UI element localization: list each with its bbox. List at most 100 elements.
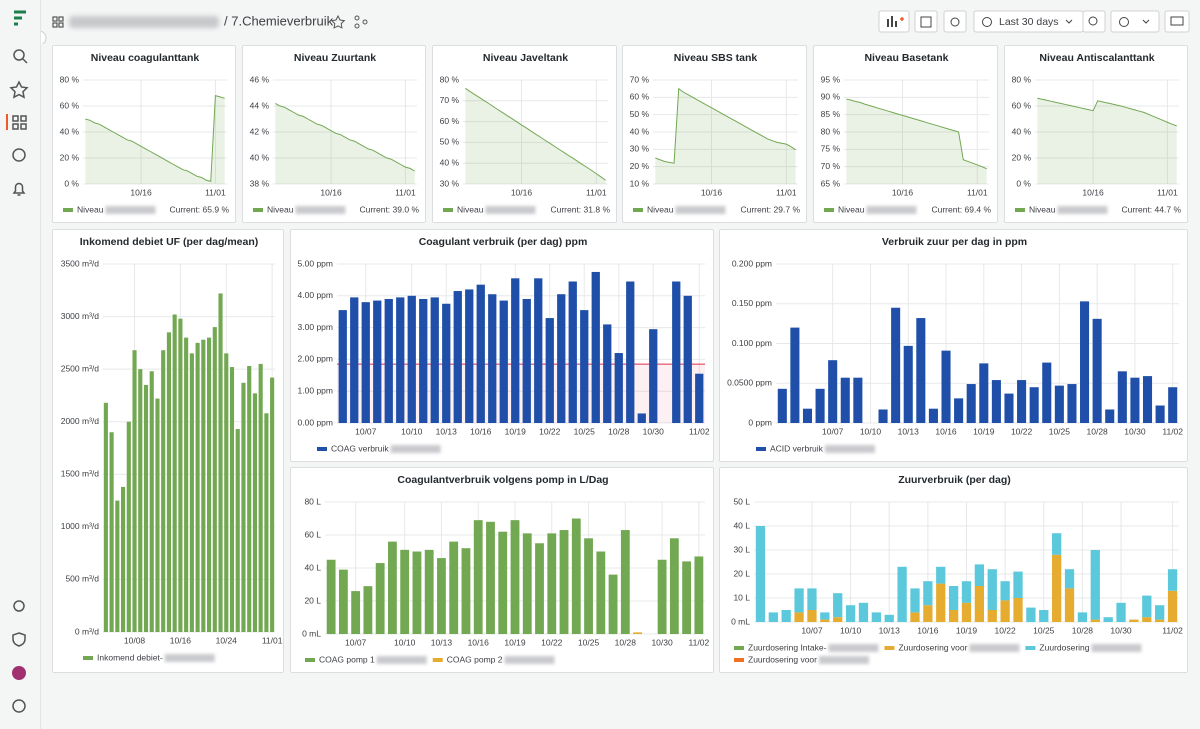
- bar: [326, 559, 336, 634]
- panel-title: Niveau SBS tank: [674, 52, 758, 64]
- bar: [178, 318, 183, 632]
- y-tick-label: 60 %: [630, 92, 650, 102]
- dashboards-icon[interactable]: [12, 115, 19, 122]
- settings-icon[interactable]: [13, 600, 25, 612]
- area: [846, 99, 987, 184]
- bar: [603, 324, 612, 423]
- bar: [138, 369, 143, 632]
- panel: Coagulantverbruik volgens pomp in L/Dag 0…: [290, 467, 714, 673]
- star-button[interactable]: [330, 14, 346, 29]
- bar: [1092, 318, 1102, 423]
- starred-icon[interactable]: [9, 80, 29, 99]
- explore-icon[interactable]: [12, 148, 26, 162]
- y-tick-label: 0 %: [1016, 178, 1031, 188]
- bar: [910, 588, 920, 613]
- panel-title: Niveau Zuurtank: [294, 52, 376, 64]
- bar: [891, 307, 901, 423]
- x-tick-label: 10/19: [505, 426, 527, 436]
- zoom-out-button[interactable]: [1082, 10, 1106, 33]
- legend-item: Zuurdosering: [1025, 642, 1142, 652]
- bar: [511, 278, 520, 423]
- y-tick-label: 80 %: [821, 126, 841, 136]
- help-icon[interactable]: [12, 699, 26, 713]
- bar: [442, 303, 451, 423]
- line: [275, 102, 415, 172]
- y-tick-label: 30 L: [733, 544, 750, 554]
- bar: [1080, 301, 1090, 423]
- legend-blur: [504, 656, 555, 664]
- y-tick-label: 20 %: [1012, 152, 1032, 162]
- bar: [694, 556, 704, 634]
- legend-label: Zuurdosering: [1039, 642, 1089, 652]
- x-tick-label: 11/02: [1162, 625, 1183, 635]
- x-tick-label: 10/08: [124, 635, 146, 645]
- x-tick-label: 10/07: [355, 426, 377, 436]
- bar: [974, 564, 985, 586]
- x-tick-label: 10/13: [436, 426, 458, 436]
- logo[interactable]: [14, 10, 26, 26]
- bar: [833, 617, 843, 622]
- share-button[interactable]: [354, 15, 368, 29]
- legend-item: Zuurdosering Intake-: [734, 642, 879, 652]
- bar: [987, 569, 997, 610]
- x-tick-label: 10/16: [130, 187, 152, 197]
- y-tick-label: 20 %: [630, 161, 650, 171]
- y-tick-label: 20 L: [304, 595, 321, 605]
- line: [846, 98, 987, 170]
- x-tick-label: 10/16: [935, 426, 957, 436]
- legend-swatch: [253, 208, 263, 212]
- x-tick-label: 10/16: [468, 637, 490, 647]
- bar: [794, 612, 804, 622]
- y-tick-label: 40 %: [250, 152, 270, 162]
- bar: [461, 548, 471, 634]
- dashboard-title: / 7.Chemieverbruik: [224, 13, 334, 28]
- y-tick-label: 50 %: [630, 109, 650, 119]
- bar: [923, 581, 933, 606]
- add-panel-button[interactable]: [878, 10, 910, 33]
- x-tick-label: 10/16: [170, 635, 192, 645]
- x-tick-label: 10/28: [615, 637, 637, 647]
- collapse-button[interactable]: [41, 30, 47, 44]
- x-tick-label: 10/25: [578, 637, 600, 647]
- y-tick-label: 0.100 ppm: [732, 338, 772, 348]
- bar: [568, 281, 577, 423]
- admin-icon[interactable]: [12, 632, 26, 647]
- y-tick-label: 20 %: [60, 152, 80, 162]
- avatar[interactable]: [12, 666, 26, 680]
- bar: [424, 549, 434, 634]
- x-tick-label: 10/19: [956, 625, 978, 635]
- y-tick-label: 50 L: [733, 496, 750, 506]
- panel-title: Niveau Javeltank: [483, 52, 568, 64]
- legend-swatch: [734, 658, 744, 662]
- alerting-icon[interactable]: [12, 182, 26, 196]
- bar: [350, 297, 359, 423]
- bar: [247, 365, 252, 632]
- bar: [928, 408, 938, 423]
- x-tick-label: 10/22: [541, 637, 563, 647]
- x-tick-label: 10/10: [394, 637, 416, 647]
- legend-blur: [1091, 644, 1142, 652]
- x-tick-label: 10/25: [1049, 426, 1071, 436]
- bar: [252, 393, 257, 632]
- legend-blur: [866, 206, 917, 214]
- bar: [195, 342, 200, 632]
- search-icon[interactable]: [13, 49, 25, 61]
- bar: [1090, 619, 1100, 622]
- bar: [547, 533, 557, 634]
- bar: [229, 367, 235, 632]
- bar: [637, 413, 646, 423]
- tv-mode-button[interactable]: [1164, 10, 1190, 33]
- legend-item: ACID verbruik: [756, 443, 875, 453]
- bar: [1130, 377, 1140, 423]
- bar: [1052, 554, 1062, 622]
- x-tick-label: 10/16: [1082, 187, 1104, 197]
- settings-button[interactable]: [943, 10, 967, 33]
- sidebar: [0, 0, 41, 729]
- bar: [338, 569, 348, 634]
- legend-label: Zuurdosering Intake-: [748, 642, 827, 652]
- bar: [1054, 385, 1064, 423]
- bar: [557, 294, 566, 423]
- bar: [207, 337, 212, 632]
- x-tick-label: 10/19: [973, 426, 995, 436]
- bar: [1052, 533, 1062, 555]
